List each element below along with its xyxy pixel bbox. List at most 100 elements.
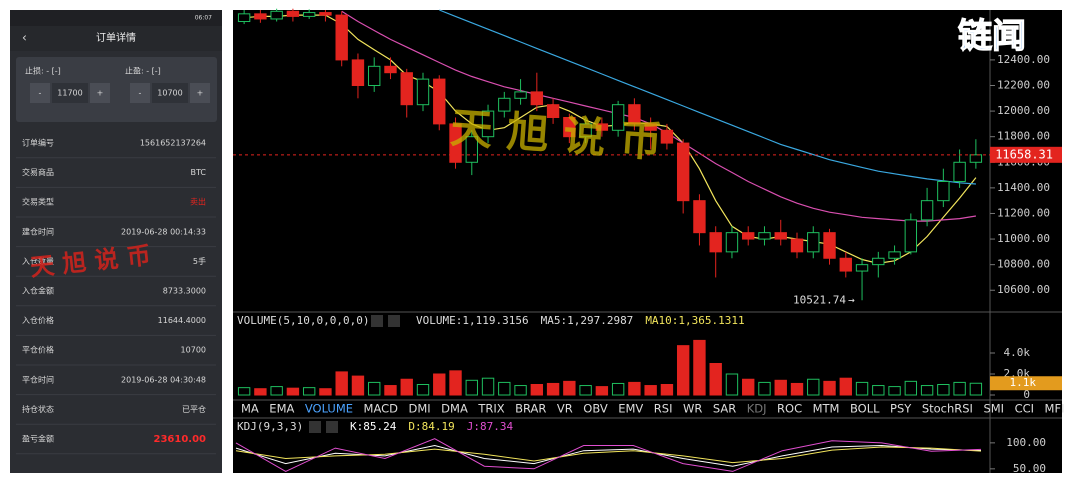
volume-bar (872, 385, 885, 396)
chart-background (233, 10, 1062, 473)
candle-body (270, 10, 283, 20)
indicator-tab[interactable]: WR (683, 402, 702, 416)
close-button[interactable] (388, 315, 400, 327)
chart-content: 10600.00 10800.00 11000.00 11200.00 11400.00… (233, 8, 1065, 475)
candle-body (514, 91, 527, 99)
volume-bar (237, 387, 251, 396)
volume-bar (758, 381, 771, 396)
candle-body (546, 104, 560, 118)
indicator-tab[interactable]: CCI (1015, 402, 1034, 416)
candle-body (855, 264, 869, 272)
stepper-plus[interactable] (90, 83, 110, 103)
indicator-tab[interactable]: DMA (441, 402, 468, 416)
candle-body (823, 232, 836, 259)
candle-body (530, 91, 544, 106)
volume-bar (774, 379, 787, 396)
indicator-tab[interactable]: DMI (409, 402, 431, 416)
indicator-tab[interactable]: StochRSI (922, 402, 973, 416)
row-value: 11644.4000 (158, 316, 206, 325)
y-tick-label: 100.00 (1006, 436, 1046, 449)
row-label: 交易商品 (22, 167, 54, 177)
volume-title: VOLUME(5,10,0,0,0,0) (237, 314, 369, 327)
candle-body (839, 257, 852, 272)
y-tick-label: 10800.00 (997, 258, 1050, 271)
volume-bar (498, 381, 511, 396)
moving-average (341, 10, 976, 222)
back-button[interactable]: ‹ (22, 31, 27, 45)
kdj-title: KDJ(9,3,3) (237, 420, 303, 433)
row-label: 订单编号 (22, 138, 54, 148)
volume-readout: MA10:1,365.1311 (645, 314, 744, 327)
row-value: 2019-06-28 00:14:33 (121, 227, 206, 236)
y-tick-label: 50.00 (1013, 462, 1046, 475)
indicator-tab[interactable]: TRIX (477, 402, 504, 416)
volume-bar (416, 384, 430, 396)
page-title: 订单详情 (96, 31, 136, 44)
indicator-tab[interactable]: MACD (364, 402, 399, 416)
indicator-tab[interactable]: SMI (983, 402, 1004, 416)
stepper-field[interactable] (152, 83, 188, 103)
volume-bar (611, 382, 625, 396)
indicator-tab[interactable]: OBV (583, 402, 608, 416)
volume-bar (368, 381, 381, 396)
stepper-plus[interactable] (190, 83, 210, 103)
indicator-tab[interactable]: EMV (618, 402, 643, 416)
y-tick-label: 12000.00 (997, 104, 1050, 117)
indicator-tab[interactable]: ROC (777, 402, 802, 416)
volume-bar (953, 381, 966, 396)
indicator-tab[interactable]: BOLL (850, 402, 880, 416)
phone-content: - 11700 + - 10700 + 订单编号 1561652137264 交易商品 BTC 交易… (16, 83, 216, 455)
kdj-line (235, 438, 982, 472)
stepper-minus[interactable] (130, 83, 150, 103)
stepper-minus[interactable] (30, 83, 50, 103)
volume-bar (969, 382, 983, 396)
indicator-tab[interactable]: MFI (1045, 402, 1065, 416)
candle-body (384, 65, 397, 74)
candle-body (254, 13, 267, 20)
indicator-tab[interactable]: MTM (813, 402, 840, 416)
candle-body (807, 232, 820, 253)
indicator-tab[interactable]: SAR (713, 402, 736, 416)
y-tick-label: 10600.00 (997, 283, 1050, 296)
candle-body (725, 232, 739, 253)
candle-body (416, 78, 430, 106)
volume-bar (481, 377, 495, 396)
stepper-field[interactable] (52, 83, 88, 103)
stop-loss-label: 止损: - [-] (25, 66, 61, 76)
volume-bar (449, 370, 462, 396)
settings-button[interactable] (371, 315, 383, 327)
indicator-tab[interactable]: KDJ (747, 402, 767, 416)
indicator-tab[interactable]: BRAR (515, 402, 546, 416)
volume-bar (286, 387, 300, 396)
indicator-tab[interactable]: RSI (654, 402, 673, 416)
kdj-readout: J:87.34 (467, 420, 514, 433)
volume-bar (595, 386, 609, 396)
kdj-readout: K:85.24 (350, 420, 397, 433)
close-button[interactable] (326, 421, 338, 433)
volume-bar (546, 382, 560, 396)
indicator-tab[interactable]: VOLUME (305, 402, 353, 416)
indicator-tab[interactable]: EMA (269, 402, 294, 416)
row-label: 交易类型 (22, 197, 54, 207)
kdj-line (235, 446, 982, 464)
candle-body (351, 59, 365, 86)
candle-body (595, 123, 609, 131)
stepper-plus-label: + (97, 89, 104, 98)
volume-bar (384, 385, 397, 396)
row-value: 8733.3000 (163, 287, 206, 296)
candle-body (368, 65, 381, 86)
row-label: 入仓价格 (22, 315, 54, 325)
indicator-tab[interactable]: VR (557, 402, 573, 416)
volume-bar (660, 384, 674, 396)
row-value: 2019-06-28 04:30:48 (121, 375, 206, 384)
y-tick-label: 11200.00 (997, 206, 1050, 219)
candle-body (742, 232, 755, 240)
indicator-tab[interactable]: PSY (890, 402, 912, 416)
indicator-tab[interactable]: MA (241, 402, 259, 416)
kdj-readout: D:84.19 (408, 420, 454, 433)
row-value: 23610.00 (153, 434, 206, 445)
settings-button[interactable] (309, 421, 321, 433)
y-tick-label: 11400.00 (997, 181, 1050, 194)
row-label: 入仓数量 (22, 256, 54, 266)
